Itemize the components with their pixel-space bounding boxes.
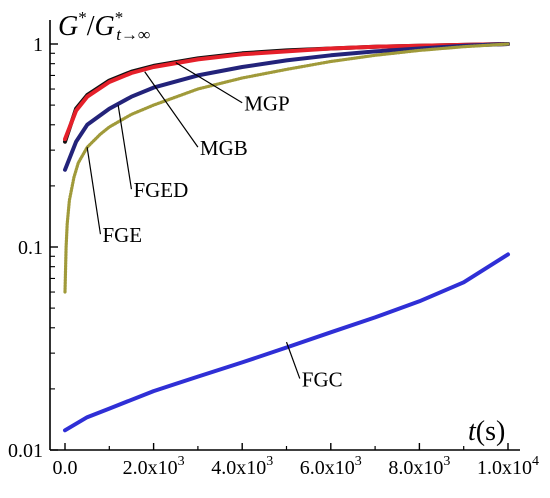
series-line-mgp [63,42,510,142]
x-tick-label: 1.0x104 [477,454,539,479]
axis-layer [49,20,520,451]
y-tick-layer: 0.01 0.1 1 [8,34,58,462]
annotation-label-fgc: FGC [302,368,343,392]
annotation-label-fge: FGE [102,223,142,247]
x-axis-title: t(s) [468,416,505,447]
annotation-leader-fge [86,147,102,235]
x-tick-label: 4.0x103 [211,454,273,479]
series-layer [63,42,510,433]
y-tick-label: 0.1 [18,237,43,259]
x-tick-label: 2.0x103 [123,454,185,479]
y-tick-label: 0.01 [8,440,43,462]
series-line-fge [63,42,510,294]
x-tick-label: 8.0x103 [388,454,450,479]
y-axis-title: G*/G* t→∞ [58,8,150,44]
x-tick-label: 6.0x103 [300,454,362,479]
series-line-fgc [63,252,510,433]
annotation-leader-fgc [285,341,301,379]
x-tick-label: 0.0 [53,457,78,479]
y-tick-label: 1 [33,34,43,56]
annotation-leader-fged [117,105,133,190]
annotation-leader-mgb [144,71,199,148]
annotation-leader-mgp [175,62,243,104]
series-line-fged [63,42,510,172]
annotation-label-mgp: MGP [244,92,290,116]
x-tick-layer: 0.0 2.0x103 4.0x103 6.0x103 8.0x103 1.0x104 [53,443,539,479]
annotation-label-fged: FGED [133,178,188,202]
annotation-label-mgb: MGB [200,136,248,160]
annotation-layer: MGP MGB FGED FGE FGC [86,62,343,392]
